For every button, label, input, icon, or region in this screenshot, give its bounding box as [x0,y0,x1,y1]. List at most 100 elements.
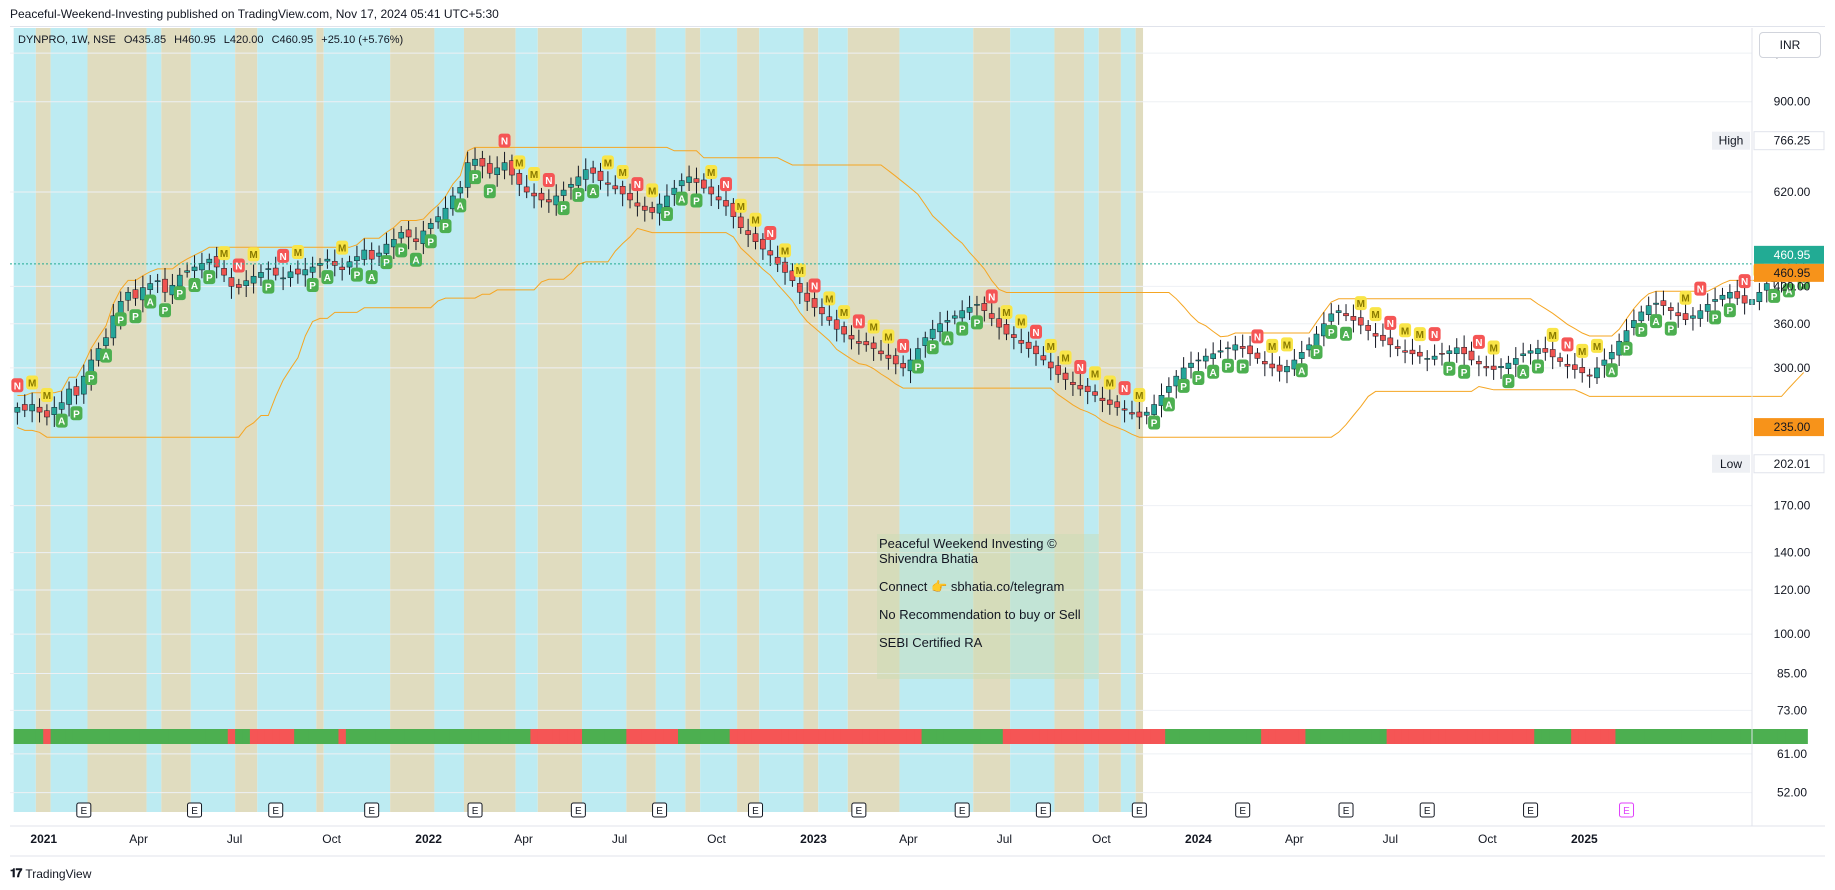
trend-segment [1187,729,1196,744]
candle-body [1210,353,1216,359]
price-marker-box [1754,245,1824,264]
trend-segment [43,729,52,744]
signal-tag-bg [660,206,673,221]
candle-body [1608,352,1615,360]
band [1010,28,1055,812]
signal-tag-letter: P [132,312,139,323]
candle-body [1335,310,1342,313]
candle-body [265,268,272,270]
trend-segment [1312,729,1321,744]
candle-body [1077,385,1084,390]
band [700,28,738,812]
signal-tag: P [395,243,408,258]
trend-segment [1342,729,1351,744]
trend-segment [301,729,310,744]
signal-tag: N [232,258,245,273]
signal-tag-bg [823,291,836,306]
candle-body [1601,359,1608,366]
signal-tag: M [749,212,762,227]
signal-tag: P [1620,341,1633,356]
trend-segment [286,729,295,744]
signal-tag: N [985,289,998,304]
trend-segment [773,729,782,744]
candle-body [723,200,729,207]
candle-body [833,319,840,330]
band [759,28,804,812]
frame-divider [10,26,1825,27]
band [1054,28,1084,812]
currency-button[interactable]: INR [1759,32,1821,58]
trend-segment [781,729,790,744]
earnings-icon [1619,802,1635,818]
candle-body [1535,348,1541,354]
trend-segment [523,729,531,744]
signal-tag-bg [956,321,969,336]
band [1083,28,1099,812]
trend-segment [744,729,753,744]
trend-segment [117,729,125,744]
signal-tag-letter: N [1254,332,1261,343]
band [655,28,686,812]
earnings-letter: E [191,806,198,817]
signal-tag-letter: N [811,281,818,292]
candles [14,147,1807,430]
trend-segment [633,729,642,744]
trend-segment [353,729,362,744]
trend-segment [1106,729,1115,744]
signal-tag-bg [144,294,157,309]
candle-body [1446,350,1453,354]
candle-body [1055,365,1061,375]
trend-segment [714,729,723,744]
candle-body [619,186,626,195]
signal-tag-bg [631,177,644,192]
signal-tag: A [1340,326,1353,341]
footer-brand[interactable]: 𝟏𝟕 TradingView [10,866,91,881]
signal-tag-bg [601,155,614,170]
signal-tag-letter: A [1165,400,1172,411]
background-bands [13,28,1144,812]
signal-tag: P [1709,310,1722,325]
time-tick-label: Oct [707,832,726,846]
trend-segment [788,729,797,744]
candle-body [531,192,537,197]
earnings-letter: E [856,806,863,817]
trend-segment [434,729,443,744]
trend-segment [249,729,258,744]
trend-segment [35,729,44,744]
candle-body [1667,307,1674,311]
candle-body [996,318,1002,328]
signal-tag-letter: M [1357,299,1365,310]
signal-tag: M [1103,375,1116,390]
signal-tag-bg [1221,358,1234,373]
trend-segment [545,729,554,744]
earnings-icon [1131,802,1147,818]
earnings-icon [1523,802,1539,818]
signal-tag: M [247,247,260,262]
signal-tag: P [1310,345,1323,360]
candle-body [1343,313,1349,317]
ohlc-legend: DYNPRO, 1W, NSE O435.85 H460.95 L420.00 … [18,34,408,46]
trend-segment [1608,729,1616,744]
signal-tag-bg [882,329,895,344]
price-tick-label: 140.00 [1774,546,1811,560]
signal-tag-bg [1738,274,1751,289]
price-tick-label: 360.00 [1774,317,1811,331]
candle-body [974,304,980,306]
trend-segment [1770,729,1779,744]
candle-body [1557,357,1563,362]
trend-segment [1238,729,1247,744]
signal-tag-bg [838,305,851,320]
signal-tag-letter: N [501,137,508,148]
trend-segment [1364,729,1373,744]
signal-tag: N [1030,324,1043,339]
earnings-letter: E [1343,806,1350,817]
trend-segment [1408,729,1417,744]
trend-segment [1467,729,1476,744]
candle-body [309,266,316,273]
signal-tag: M [1059,350,1072,365]
trend-segment [1150,729,1159,744]
trend-segment [958,729,967,744]
signal-tag: P [1458,364,1471,379]
